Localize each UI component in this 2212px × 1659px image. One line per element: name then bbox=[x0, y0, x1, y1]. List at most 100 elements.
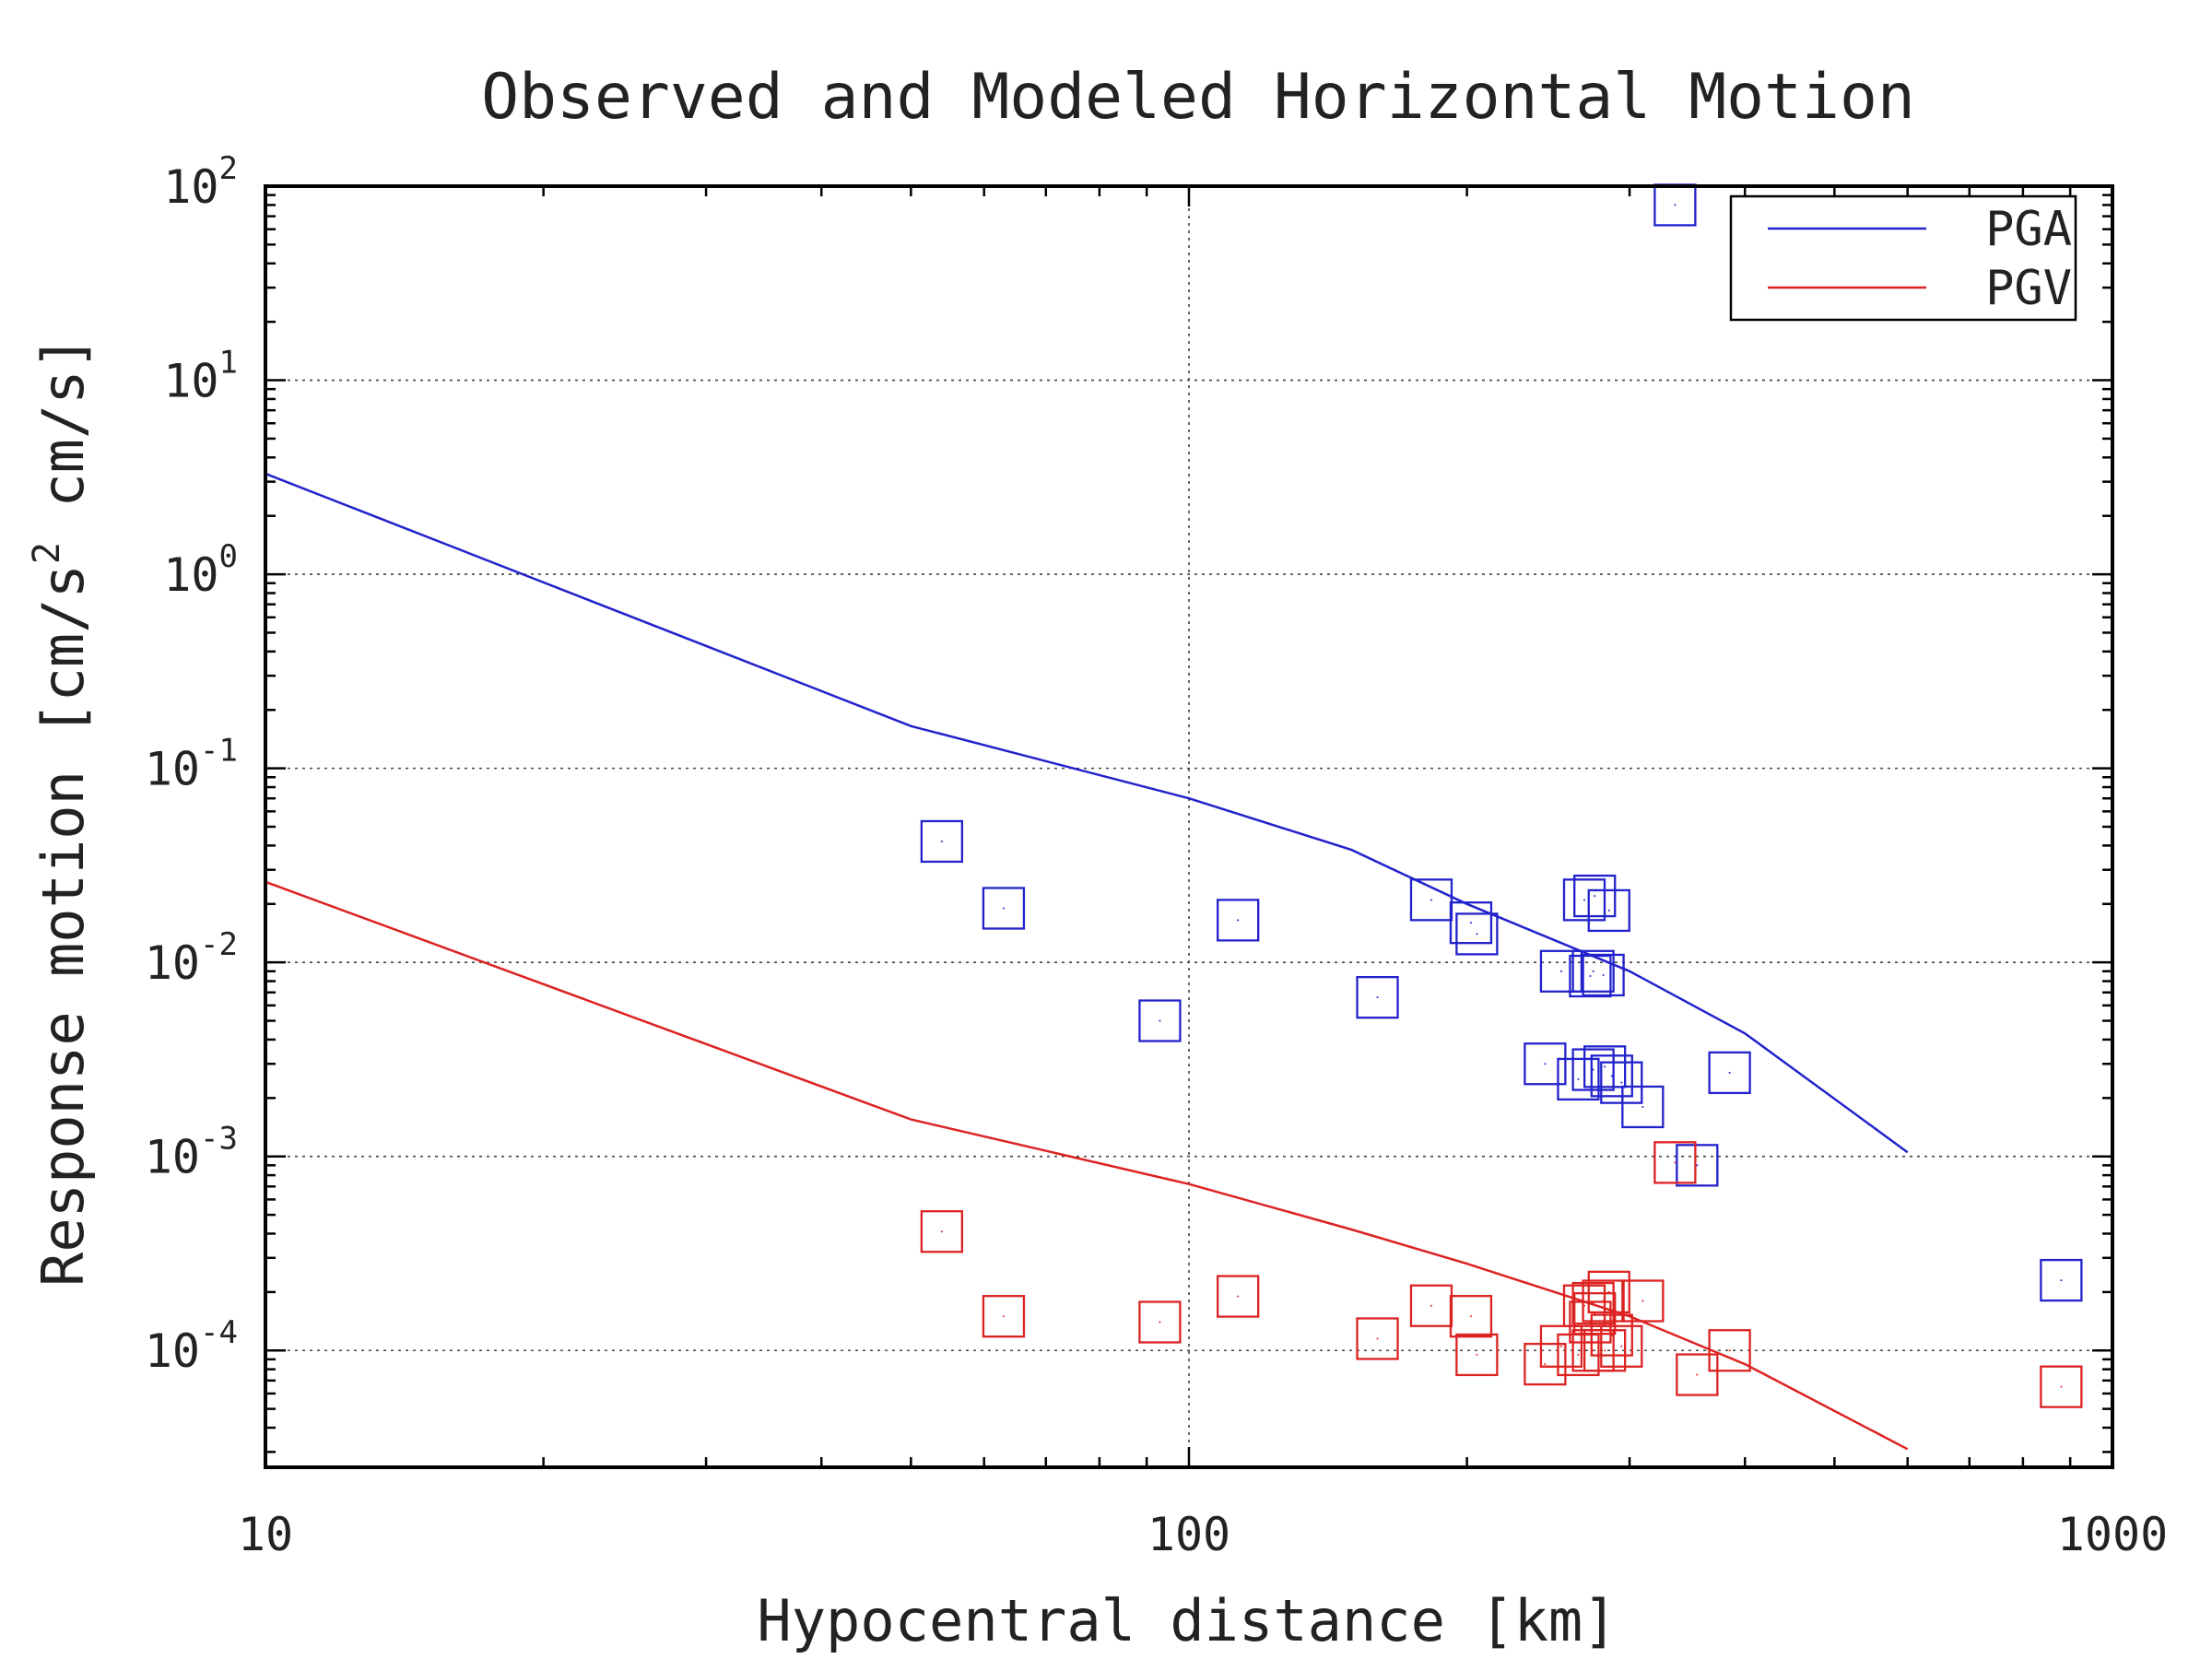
pga-point-center bbox=[1583, 899, 1585, 901]
pga-point-center bbox=[1641, 1105, 1644, 1108]
pga-observed-point bbox=[982, 887, 1026, 930]
pga-point-center bbox=[1602, 973, 1605, 976]
pga-point-center bbox=[1237, 919, 1240, 922]
pga-point-center bbox=[1620, 1081, 1623, 1084]
pga-point-center bbox=[1544, 1063, 1547, 1065]
y-axis-label-superscript: 2 bbox=[26, 542, 68, 564]
pgv-observed-point bbox=[1708, 1329, 1751, 1372]
pgv-observed-point bbox=[1600, 1324, 1643, 1368]
pgv-point-center bbox=[1728, 1349, 1731, 1352]
x-tick-label: 1000 bbox=[2057, 1508, 2168, 1561]
pga-observed-point bbox=[1539, 949, 1583, 993]
pgv-point-center bbox=[1610, 1334, 1613, 1336]
pgv-point-center bbox=[1559, 1345, 1562, 1347]
pga-point-center bbox=[2060, 1279, 2063, 1282]
pga-observed-point bbox=[1571, 1048, 1615, 1091]
x-axis-label: Hypocentral distance [km] bbox=[757, 1587, 1617, 1654]
pgv-observed-point bbox=[1562, 1284, 1606, 1327]
grid-layer bbox=[265, 186, 2112, 1467]
y-axis-label: Response motion [cm/s2 cm/s] bbox=[26, 335, 97, 1287]
y-tick-label: 10-2 bbox=[145, 926, 238, 990]
pgv-model-line bbox=[265, 880, 1909, 1451]
pga-point-center bbox=[1592, 970, 1594, 972]
pgv-point-center bbox=[1376, 1337, 1379, 1340]
pgv-point-center bbox=[1002, 1315, 1005, 1318]
tick-marks bbox=[264, 184, 2112, 1467]
pgv-point-center bbox=[1476, 1353, 1478, 1356]
legend-label-pga: PGA bbox=[1985, 202, 2072, 257]
pga-point-center bbox=[1610, 1075, 1613, 1077]
pgv-point-center bbox=[1641, 1300, 1644, 1302]
pgv-observed-point bbox=[1582, 1279, 1625, 1323]
y-tick-label: 10-1 bbox=[145, 733, 238, 796]
pgv-observed-point bbox=[1587, 1270, 1630, 1314]
pga-point-center bbox=[1592, 1068, 1594, 1071]
pgv-observed-point bbox=[1653, 1141, 1697, 1184]
pga-point-center bbox=[1696, 1164, 1699, 1167]
y-axis-label-tail: cm/s] bbox=[29, 335, 97, 542]
pgv-point-center bbox=[1592, 1349, 1594, 1352]
pga-observed-point bbox=[1583, 1045, 1627, 1088]
pgv-point-center bbox=[1674, 1161, 1677, 1164]
pgv-observed-point bbox=[1621, 1279, 1665, 1323]
pgv-observed-point bbox=[1571, 1281, 1615, 1325]
pga-observed-point bbox=[1356, 976, 1399, 1019]
y-tick-labels: 10-4 10-3 10-2 10-1 100 101 102 bbox=[145, 150, 238, 1378]
legend-label-pgv: PGV bbox=[1985, 261, 2072, 316]
pgv-point-center bbox=[1544, 1363, 1547, 1366]
pga-observed-point bbox=[1524, 1042, 1567, 1086]
pgv-point-center bbox=[1620, 1345, 1623, 1347]
pga-observed-point bbox=[1708, 1051, 1751, 1095]
pga-point-center bbox=[1577, 1077, 1580, 1080]
pga-observed-point bbox=[1138, 999, 1182, 1042]
pga-point-center bbox=[1589, 975, 1592, 978]
model-curves bbox=[265, 472, 1909, 1451]
pgv-observed-point bbox=[1590, 1313, 1633, 1357]
pgv-point-center bbox=[940, 1230, 943, 1233]
x-tick-label: 100 bbox=[1147, 1508, 1230, 1561]
pga-observed-point bbox=[1409, 878, 1453, 922]
pga-observed-point bbox=[1449, 901, 1493, 945]
pgv-point-center bbox=[1430, 1304, 1432, 1307]
pga-point-center bbox=[1674, 204, 1677, 206]
y-tick-label: 101 bbox=[163, 345, 238, 408]
pgv-observed-point bbox=[1455, 1333, 1499, 1377]
pga-model-line bbox=[265, 472, 1909, 1154]
pga-observed-point bbox=[1562, 878, 1606, 922]
pga-observed-point bbox=[1573, 874, 1617, 918]
pga-observed-point bbox=[1571, 949, 1615, 993]
pga-observed-point bbox=[1217, 899, 1260, 942]
pgv-observed-point bbox=[1571, 1329, 1615, 1372]
pga-observed-point bbox=[2040, 1258, 2083, 1302]
chart-title: Observed and Modeled Horizontal Motion bbox=[481, 61, 1915, 134]
y-tick-label: 10-3 bbox=[145, 1121, 238, 1184]
y-tick-label: 10-4 bbox=[145, 1314, 238, 1378]
pgv-point-center bbox=[1604, 1349, 1606, 1352]
pga-point-center bbox=[1594, 895, 1596, 898]
pgv-observed-point bbox=[1539, 1324, 1583, 1368]
pgv-observed-point bbox=[1356, 1317, 1399, 1360]
pgv-observed-point bbox=[982, 1295, 1026, 1338]
x-tick-label: 10 bbox=[238, 1508, 293, 1561]
y-axis-label-main: Response motion [cm/s bbox=[29, 564, 97, 1287]
pga-point-center bbox=[1469, 922, 1472, 924]
pgv-point-center bbox=[1469, 1315, 1472, 1318]
observed-points bbox=[920, 183, 2083, 1408]
y-tick-label: 102 bbox=[163, 150, 238, 214]
pgv-point-center bbox=[1237, 1295, 1240, 1298]
pgv-point-center bbox=[1592, 1302, 1594, 1305]
pga-observed-point bbox=[1587, 888, 1630, 933]
pga-point-center bbox=[1159, 1019, 1161, 1022]
pga-observed-point bbox=[1557, 1057, 1600, 1101]
pga-observed-point bbox=[1582, 953, 1625, 997]
pgv-observed-point bbox=[1138, 1300, 1182, 1344]
pga-observed-point bbox=[1455, 912, 1499, 956]
pgv-point-center bbox=[1607, 1290, 1610, 1293]
pga-point-center bbox=[1476, 933, 1478, 935]
pga-point-center bbox=[1002, 907, 1005, 910]
pgv-observed-point bbox=[920, 1210, 964, 1253]
pga-point-center bbox=[1559, 970, 1562, 972]
pga-point-center bbox=[940, 840, 943, 842]
y-tick-label: 100 bbox=[163, 538, 238, 602]
pgv-point-center bbox=[1602, 1300, 1605, 1302]
